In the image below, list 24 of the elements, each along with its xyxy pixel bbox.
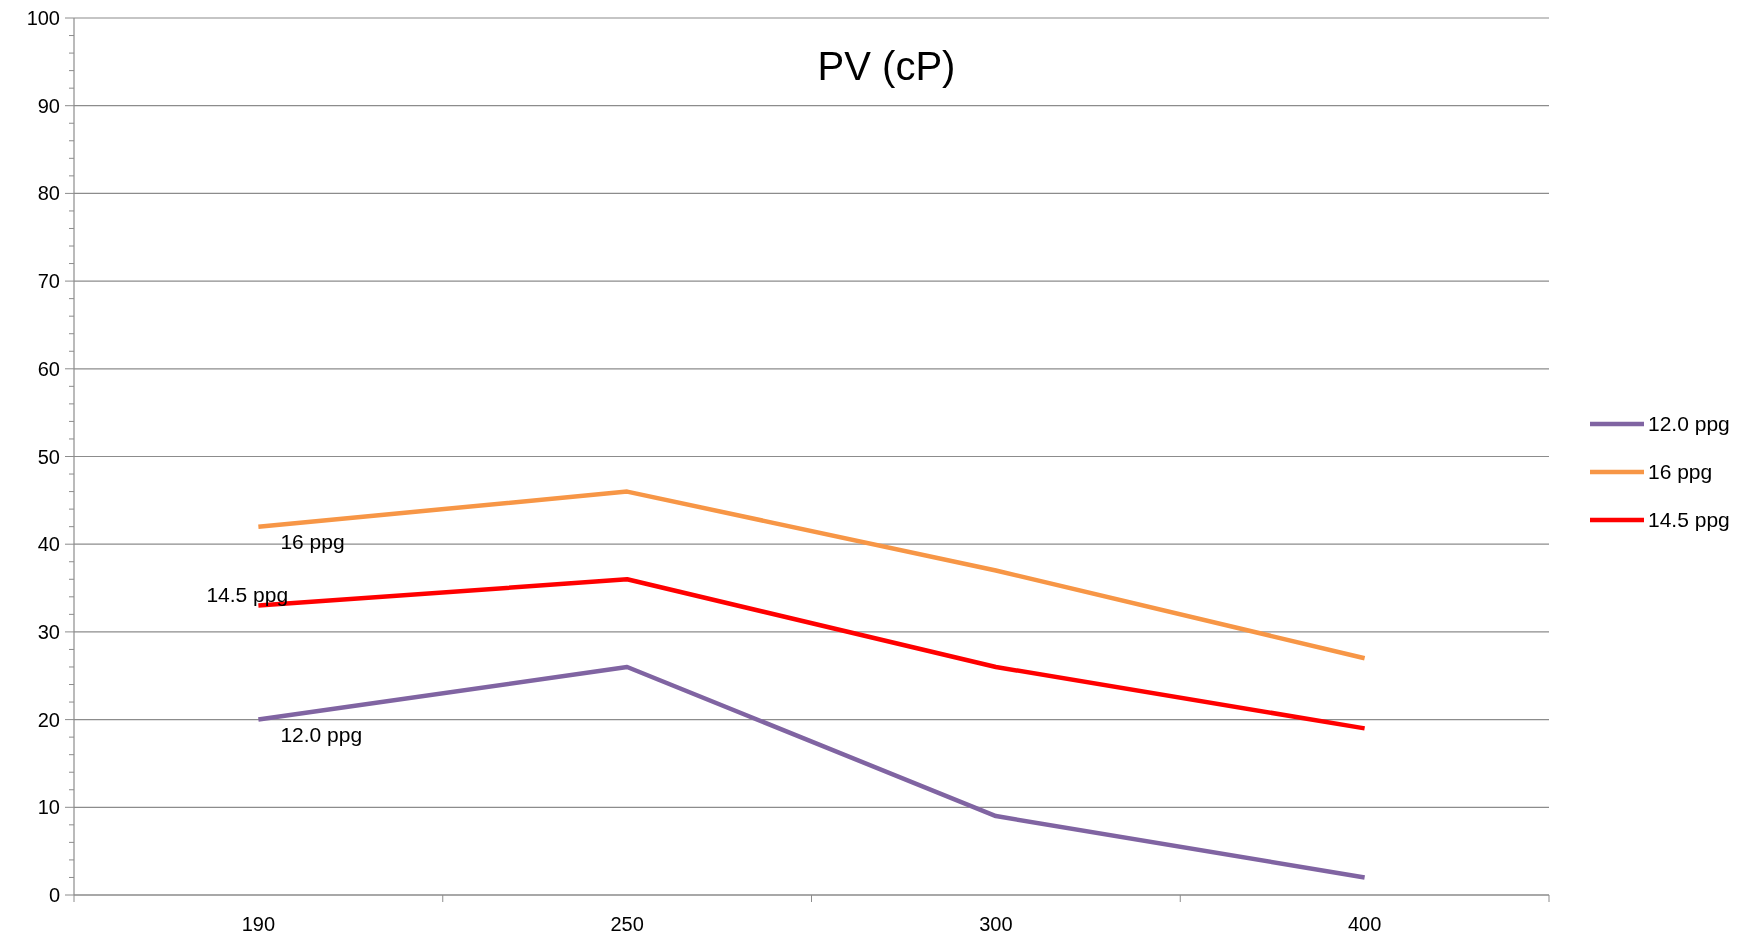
y-tick-label: 70 <box>37 270 60 293</box>
y-tick-label: 50 <box>37 445 60 468</box>
annotation: 14.5 ppg <box>206 583 289 607</box>
y-tick-label: 40 <box>37 533 60 556</box>
line-series <box>256 664 1367 880</box>
x-tick-label: 190 <box>241 913 276 935</box>
annotation: 12.0 ppg <box>280 723 363 747</box>
y-tick-label: 10 <box>37 796 60 819</box>
x-tick-label: 250 <box>610 913 644 935</box>
legend-label: 12.0 ppg <box>1648 412 1730 436</box>
x-tick-label: 400 <box>1347 913 1382 935</box>
legend-label: 14.5 ppg <box>1648 508 1730 532</box>
y-tick-label: 20 <box>37 708 60 731</box>
x-tick-label: 300 <box>979 913 1013 935</box>
y-tick-label: 0 <box>48 884 60 906</box>
y-tick-label: 30 <box>37 620 60 643</box>
line-series <box>256 489 1367 661</box>
y-tick-label: 100 <box>26 7 60 29</box>
legend-label: 16 ppg <box>1648 460 1713 484</box>
text: PV (cP) <box>817 44 956 88</box>
y-tick-label: 60 <box>37 357 60 380</box>
y-tick-label: 90 <box>37 94 60 117</box>
y-tick-label: 80 <box>37 182 60 205</box>
annotation: 16 ppg <box>280 530 345 554</box>
